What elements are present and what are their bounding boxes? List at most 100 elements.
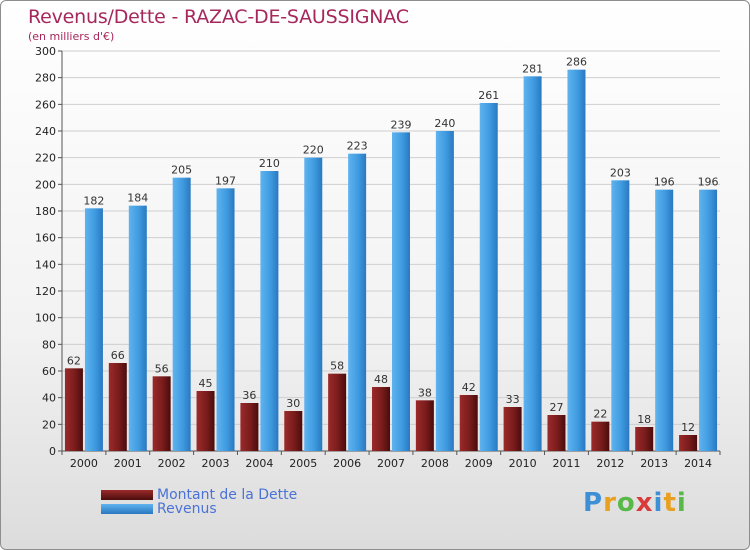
data-label: 261 bbox=[478, 89, 499, 102]
data-labels: 62 182 66 184 56 205 45 197 36 210 30 220 58 223 48 239… bbox=[67, 56, 719, 434]
logo-letter: r bbox=[603, 488, 617, 518]
data-label: 203 bbox=[610, 166, 631, 179]
y-tick-label: 160 bbox=[35, 232, 56, 245]
bar-revenus bbox=[655, 189, 674, 451]
bar-revenus bbox=[392, 132, 410, 452]
bar-revenus bbox=[523, 76, 542, 451]
y-tick-label: 40 bbox=[42, 392, 56, 405]
chart-subtitle: (en milliers d'€) bbox=[28, 30, 115, 43]
bar-revenus bbox=[435, 131, 454, 451]
data-label: 240 bbox=[434, 117, 455, 130]
x-tick-label: 2005 bbox=[289, 457, 317, 470]
data-label: 196 bbox=[654, 176, 675, 189]
legend-label-revenus: Revenus bbox=[157, 501, 217, 517]
data-label: 12 bbox=[681, 421, 695, 434]
bars bbox=[64, 69, 718, 452]
logo-letter: x bbox=[635, 488, 654, 518]
legend-swatch-revenus bbox=[101, 504, 153, 514]
logo-letter: t bbox=[663, 488, 677, 518]
data-label: 56 bbox=[155, 362, 169, 375]
x-tick-label: 2002 bbox=[158, 457, 186, 470]
x-tick-label: 2013 bbox=[640, 457, 668, 470]
data-label: 205 bbox=[171, 164, 192, 177]
data-label: 58 bbox=[330, 360, 344, 373]
y-tick-label: 20 bbox=[42, 418, 56, 431]
bar-dette bbox=[108, 363, 127, 451]
data-label: 220 bbox=[303, 144, 324, 157]
bar-dette bbox=[372, 387, 390, 451]
y-tick-label: 140 bbox=[35, 258, 56, 271]
bar-dette bbox=[635, 427, 654, 451]
x-tick-label: 2001 bbox=[114, 457, 142, 470]
data-label: 38 bbox=[418, 386, 432, 399]
bar-dette bbox=[547, 415, 566, 451]
logo-letter: i bbox=[676, 488, 687, 518]
data-label: 22 bbox=[593, 408, 607, 421]
x-tick-label: 2012 bbox=[596, 457, 624, 470]
y-tick-label: 240 bbox=[35, 125, 56, 138]
axes: 0 20 40 60 80 100 120 140 160 180 200 220 240 260 280 3… bbox=[35, 45, 721, 470]
data-label: 45 bbox=[199, 377, 213, 390]
x-tick-label: 2000 bbox=[70, 457, 98, 470]
proxiti-logo: Proxiti bbox=[583, 488, 687, 518]
data-label: 42 bbox=[462, 381, 476, 394]
bar-dette bbox=[64, 368, 83, 451]
bar-revenus bbox=[128, 205, 147, 451]
bar-dette bbox=[240, 403, 259, 451]
y-tick-label: 120 bbox=[35, 285, 56, 298]
bar-dette bbox=[459, 395, 478, 451]
bar-revenus bbox=[216, 188, 235, 452]
logo-letter: o bbox=[616, 488, 636, 518]
y-tick-label: 180 bbox=[35, 205, 56, 218]
data-label: 239 bbox=[391, 118, 412, 131]
data-label: 196 bbox=[698, 176, 719, 189]
bar-dette bbox=[284, 411, 303, 451]
y-tick-label: 100 bbox=[35, 312, 56, 325]
bar-revenus bbox=[84, 208, 103, 451]
y-tick-label: 60 bbox=[42, 365, 56, 378]
x-tick-label: 2006 bbox=[333, 457, 361, 470]
data-label: 66 bbox=[111, 349, 125, 362]
data-label: 30 bbox=[286, 397, 300, 410]
bar-revenus bbox=[304, 157, 323, 451]
legend-label-dette: Montant de la Dette bbox=[157, 487, 298, 503]
data-label: 184 bbox=[127, 192, 148, 205]
bar-revenus bbox=[567, 69, 586, 452]
data-label: 36 bbox=[242, 389, 256, 402]
y-tick-label: 80 bbox=[42, 338, 56, 351]
bar-dette bbox=[591, 421, 610, 451]
data-label: 281 bbox=[522, 62, 543, 75]
x-tick-label: 2009 bbox=[465, 457, 493, 470]
y-tick-label: 260 bbox=[35, 98, 56, 111]
x-tick-label: 2004 bbox=[245, 457, 273, 470]
bar-revenus bbox=[699, 189, 718, 451]
y-tick-label: 280 bbox=[35, 72, 56, 85]
bar-revenus bbox=[172, 177, 191, 451]
y-tick-label: 300 bbox=[35, 45, 56, 58]
x-tick-label: 2007 bbox=[377, 457, 405, 470]
grid-lines bbox=[62, 50, 720, 452]
data-label: 62 bbox=[67, 354, 81, 367]
data-label: 33 bbox=[506, 393, 520, 406]
bar-revenus bbox=[611, 180, 630, 452]
bar-dette bbox=[328, 373, 347, 451]
bar-dette bbox=[196, 391, 215, 451]
data-label: 18 bbox=[637, 413, 651, 426]
data-label: 197 bbox=[215, 174, 236, 187]
bar-dette bbox=[152, 376, 171, 451]
bar-dette bbox=[679, 435, 698, 451]
x-tick-label: 2011 bbox=[552, 457, 580, 470]
x-tick-label: 2003 bbox=[202, 457, 230, 470]
bar-revenus bbox=[479, 103, 498, 451]
y-tick-label: 220 bbox=[35, 152, 56, 165]
bar-dette bbox=[415, 400, 434, 451]
bar-dette bbox=[503, 407, 522, 451]
bar-revenus bbox=[260, 171, 279, 451]
logo-letter: P bbox=[583, 488, 604, 518]
y-tick-label: 0 bbox=[49, 445, 56, 458]
data-label: 286 bbox=[566, 56, 587, 69]
data-label: 27 bbox=[549, 401, 563, 414]
chart-title: Revenus/Dette - RAZAC-DE-SAUSSIGNAC bbox=[28, 6, 409, 28]
